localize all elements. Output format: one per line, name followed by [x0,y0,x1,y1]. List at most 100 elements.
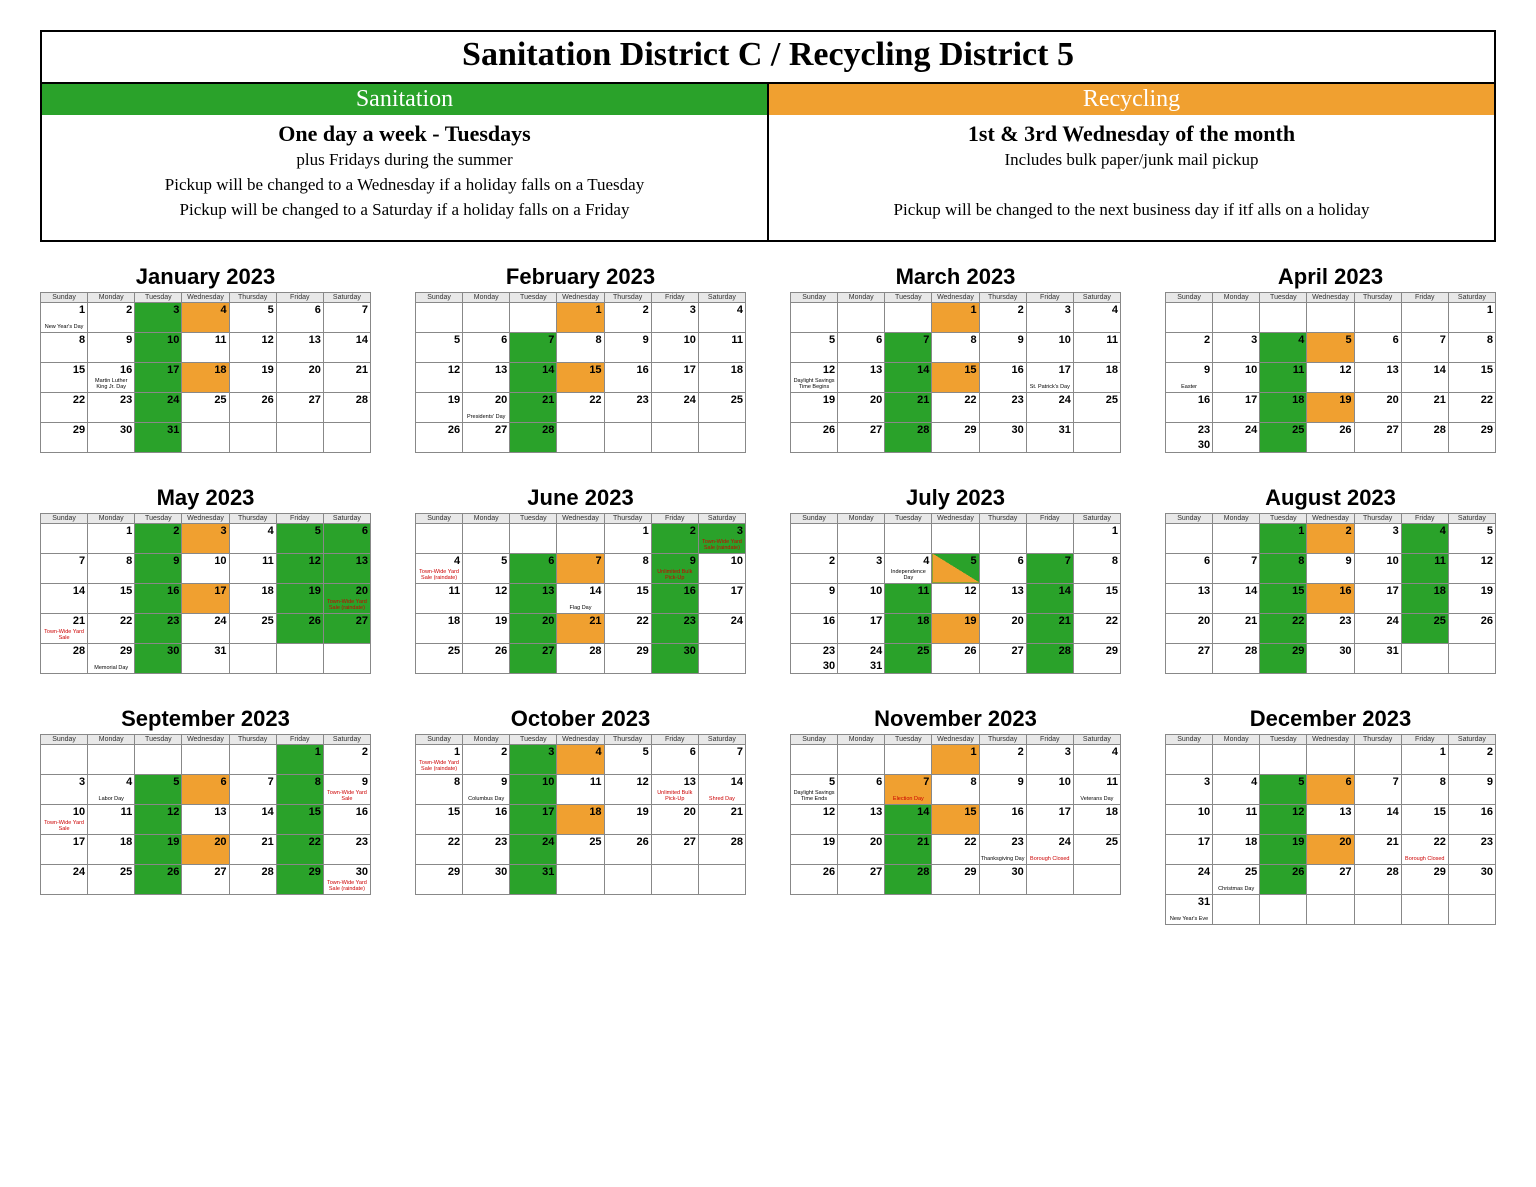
month: October 2023SundayMondayTuesdayWednesday… [415,702,746,925]
day-number: 18 [589,806,601,818]
day-cell: 10 [135,332,182,362]
day-number: 25 [261,615,273,627]
day-number: 10 [1059,334,1071,346]
weekday-header: Friday [276,513,323,523]
day-note: Unlimited Bulk Pick-Up [653,570,697,582]
day-number: 30 [167,645,179,657]
day-number: 15 [1481,364,1493,376]
day-number: 3 [1251,334,1257,346]
day-cell: 15 [41,362,88,392]
day-note: Martin Luther King Jr. Day [89,379,133,391]
day-cell: 19 [1260,834,1307,864]
weekday-header: Sunday [791,513,838,523]
month: February 2023SundayMondayTuesdayWednesda… [415,260,746,453]
day-cell: 24 [135,392,182,422]
day-cell: 7 [1026,553,1073,583]
weekday-header: Monday [1213,734,1260,744]
day-number: 9 [1487,776,1493,788]
day-number: 1 [643,525,649,537]
day-number: 6 [1345,776,1351,788]
weekday-header: Wednesday [932,292,979,302]
day-number: 15 [120,585,132,597]
day-number: 24 [1059,836,1071,848]
day-cell: 4 [1401,523,1448,553]
day-number: 11 [1106,776,1118,788]
day-cell: 4 [182,302,229,332]
day-number: 31 [167,424,179,436]
day-cell: 22 [932,392,979,422]
day-number: 7 [1251,555,1257,567]
info-row: Sanitation One day a week - Tuesdays plu… [40,84,1496,242]
day-cell [229,643,276,673]
day-cell: 22Borough Closed [1401,834,1448,864]
day-note: Veterans Day [1075,797,1119,803]
day-number: 28 [589,645,601,657]
day-number: 6 [315,304,321,316]
weekday-header: Saturday [698,513,745,523]
day-number: 16 [1011,364,1023,376]
weekday-header: Monday [88,513,135,523]
day-number: 2 [1345,525,1351,537]
day-cell: 12 [604,774,651,804]
day-cell: 27 [651,834,698,864]
day-number: 22 [120,615,132,627]
day-number: 2 [829,555,835,567]
day-cell: 19 [791,392,838,422]
weekday-header: Saturday [1448,513,1495,523]
day-number: 4 [126,776,132,788]
day-cell: 7 [41,553,88,583]
day-cell: 13Unlimited Bulk Pick-Up [651,774,698,804]
recycling-line [777,174,1486,197]
day-number: 16 [1339,585,1351,597]
day-number: 27 [1386,424,1398,436]
day-cell: 25 [698,392,745,422]
day-number: 23 [1481,836,1493,848]
day-number-secondary: 30 [823,660,835,672]
weekday-header: Monday [88,292,135,302]
month-title: October 2023 [415,706,746,732]
day-cell: 3Town-Wide Yard Sale (raindate) [698,523,745,553]
day-number: 18 [1106,806,1118,818]
day-number-secondary: 31 [870,660,882,672]
calendar-table: SundayMondayTuesdayWednesdayThursdayFrid… [1165,292,1496,453]
day-cell: 31 [1026,422,1073,452]
day-cell: 10 [182,553,229,583]
day-cell [557,523,604,553]
day-cell: 8 [41,332,88,362]
day-cell: 4 [1260,332,1307,362]
day-cell: 5Daylight Savings Time Ends [791,774,838,804]
day-number: 22 [636,615,648,627]
day-cell: 27 [1354,422,1401,452]
recycling-line: Pickup will be changed to the next busin… [777,199,1486,222]
day-number: 22 [1481,394,1493,406]
day-cell: 7 [323,302,370,332]
day-number: 3 [548,746,554,758]
day-cell: 17 [1213,392,1260,422]
day-cell [1401,302,1448,332]
day-number: 25 [917,645,929,657]
day-number: 15 [964,806,976,818]
day-cell: 28 [323,392,370,422]
day-number: 16 [1011,806,1023,818]
day-cell: 19 [1307,392,1354,422]
day-cell: 14Shred Day [698,774,745,804]
day-number: 6 [690,746,696,758]
day-cell: 11 [1401,553,1448,583]
day-cell: 26 [463,643,510,673]
month-title: December 2023 [1165,706,1496,732]
day-cell: 21 [1026,613,1073,643]
day-cell: 15 [557,362,604,392]
month: July 2023SundayMondayTuesdayWednesdayThu… [790,481,1121,674]
day-number: 17 [214,585,226,597]
day-cell: 12 [932,583,979,613]
day-cell: 28 [41,643,88,673]
day-cell: 26 [1260,864,1307,894]
day-cell: 22 [41,392,88,422]
day-cell [1166,744,1213,774]
day-cell: 31New Year's Eve [1166,894,1213,924]
day-number: 30 [1011,866,1023,878]
day-number: 5 [1298,776,1304,788]
weekday-header: Tuesday [510,292,557,302]
day-cell: 27 [323,613,370,643]
day-note: Daylight Savings Time Begins [792,379,836,391]
